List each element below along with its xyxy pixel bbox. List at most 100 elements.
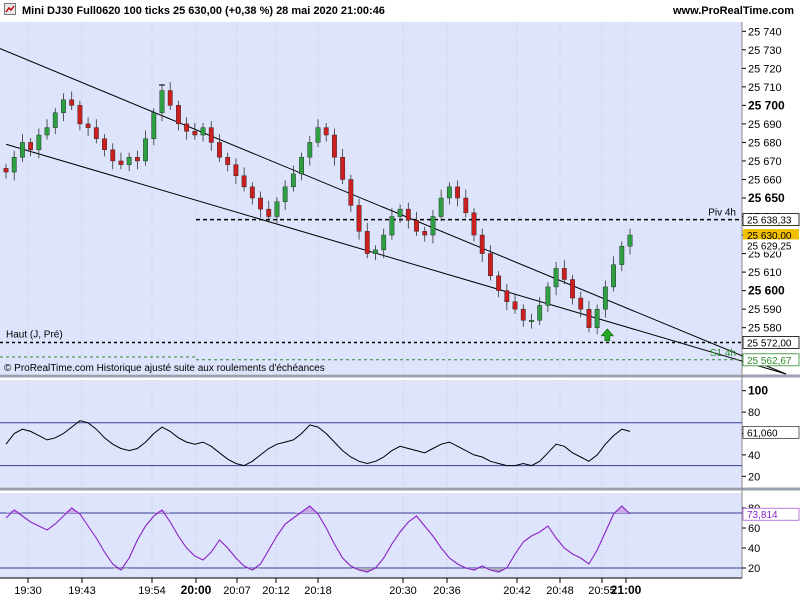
candle-body[interactable] (200, 127, 206, 136)
candle-body[interactable] (217, 142, 222, 158)
candle-body[interactable] (3, 168, 9, 173)
lower-wedge-line[interactable] (5, 143, 787, 375)
candle-body[interactable] (602, 286, 608, 310)
candle-body[interactable] (110, 149, 116, 162)
level-value: 25 572,00 (747, 339, 792, 350)
price-tick-label: 25 720 (748, 63, 782, 75)
candle-body[interactable] (118, 160, 124, 165)
candle-body[interactable] (20, 142, 25, 158)
candle-body[interactable] (389, 216, 395, 236)
candle-body[interactable] (520, 308, 526, 321)
candle-body[interactable] (323, 127, 329, 136)
candle-body[interactable] (619, 245, 625, 265)
candle-body[interactable] (85, 123, 91, 128)
candle-body[interactable] (570, 279, 575, 299)
buy-signal-arrow-icon[interactable] (600, 328, 615, 342)
candle-body[interactable] (36, 134, 42, 151)
candle-body[interactable] (446, 186, 452, 199)
candle-body[interactable] (184, 123, 190, 132)
candle-body[interactable] (594, 308, 600, 328)
chart-icon[interactable] (4, 3, 16, 15)
candle-body[interactable] (61, 99, 66, 113)
candle-body[interactable] (266, 208, 272, 217)
oscillator-1-line[interactable] (5, 420, 631, 467)
price-tick-label: 25 670 (748, 156, 782, 168)
candle-body[interactable] (578, 297, 584, 310)
candle-body[interactable] (504, 290, 510, 302)
candle-body[interactable] (405, 208, 411, 221)
candle-body[interactable] (455, 186, 460, 199)
oscillator-1-value: 61,060 (747, 428, 778, 439)
candle-body[interactable] (627, 234, 633, 247)
oscillator-1-tick-label: 20 (748, 471, 760, 483)
candle-body[interactable] (422, 231, 428, 236)
upper-wedge-line[interactable] (0, 0, 787, 375)
candle-body[interactable] (332, 134, 337, 158)
candle-body[interactable] (274, 201, 280, 217)
candle-body[interactable] (69, 99, 75, 106)
candle-body[interactable] (463, 197, 469, 214)
candle-body[interactable] (471, 212, 477, 236)
candle-body[interactable] (414, 220, 419, 232)
candle-body[interactable] (307, 142, 313, 158)
oscillator-2-line[interactable] (5, 505, 631, 573)
candle-body[interactable] (348, 179, 354, 206)
candle-body[interactable] (126, 157, 132, 165)
candle-body[interactable] (553, 268, 559, 288)
candle-body[interactable] (356, 205, 362, 232)
price-tick-label: 25 710 (748, 82, 782, 94)
price-tick-label: 25 690 (748, 119, 782, 131)
oscillator-2-tick-label: 20 (748, 563, 760, 575)
copyright-footnote: © ProRealTime.com Historique ajusté suit… (4, 363, 325, 374)
candle-body[interactable] (397, 208, 403, 217)
candle-body[interactable] (258, 197, 263, 210)
candle-body[interactable] (537, 305, 543, 321)
candle-body[interactable] (233, 164, 239, 176)
candle-body[interactable] (364, 231, 370, 254)
candle-body[interactable] (225, 157, 231, 165)
candle-body[interactable] (176, 105, 181, 125)
candle-body[interactable] (340, 157, 346, 180)
candle-body[interactable] (77, 105, 83, 125)
candle-body[interactable] (241, 175, 247, 188)
candle-body[interactable] (512, 301, 518, 310)
candle-body[interactable] (11, 157, 17, 173)
candle-body[interactable] (159, 90, 165, 113)
candle-body[interactable] (479, 234, 485, 254)
price-tick-label: 25 580 (748, 323, 782, 335)
candle-body[interactable] (438, 197, 444, 217)
candle-body[interactable] (529, 320, 534, 322)
candle-body[interactable] (561, 268, 567, 280)
candle-body[interactable] (315, 127, 321, 143)
candle-body[interactable] (373, 249, 378, 254)
candle-body[interactable] (299, 157, 304, 175)
candle-body[interactable] (249, 186, 255, 199)
candle-body[interactable] (496, 275, 502, 291)
candle-body[interactable] (93, 127, 99, 139)
oversold-fill (120, 568, 130, 570)
candle-body[interactable] (545, 286, 551, 306)
candle-body[interactable] (151, 112, 157, 139)
level-value: 25 638,33 (747, 216, 792, 227)
candle-body[interactable] (208, 127, 214, 143)
candle-body[interactable] (143, 138, 148, 162)
x-tick-label: 20:42 (503, 585, 531, 597)
candle-body[interactable] (488, 253, 493, 277)
candle-body[interactable] (134, 157, 140, 162)
candle-body[interactable] (192, 131, 198, 136)
candle-body[interactable] (52, 112, 58, 128)
candle-body[interactable] (28, 142, 34, 151)
candle-body[interactable] (430, 216, 436, 236)
candle-body[interactable] (290, 173, 296, 188)
overbought-fill (153, 510, 162, 513)
candle-body[interactable] (586, 308, 592, 328)
candle-body[interactable] (167, 90, 173, 106)
candle-body[interactable] (381, 234, 387, 251)
candle-body[interactable] (44, 127, 50, 136)
candle-body[interactable] (102, 138, 107, 151)
candle-body[interactable] (611, 264, 616, 288)
x-tick-label: 20:30 (389, 585, 417, 597)
candle-body[interactable] (282, 186, 288, 202)
